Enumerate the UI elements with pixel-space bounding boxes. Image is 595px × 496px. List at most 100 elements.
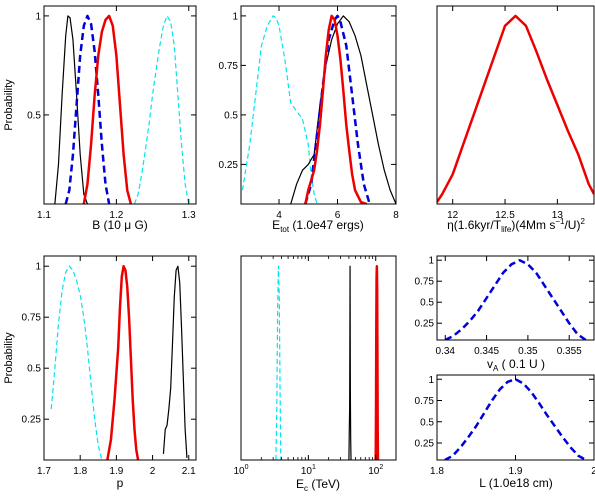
series-line-l-blue: [444, 378, 587, 460]
series-group-l: [444, 378, 587, 460]
x-tick-label-p: 1.9: [109, 466, 123, 477]
x-tick-label-etot: 6: [335, 210, 341, 221]
series-line-b-cyan: [133, 15, 190, 204]
y-tick-label-p: 0.75: [22, 313, 42, 324]
panel-va: vA ( 0.1 U ) 0.34 0.345 0.35 0.355 0.25 0.5 0.…: [415, 255, 595, 373]
y-tick-label-etot: 0.5: [224, 110, 238, 121]
panel-ec: Ec (TeV) 100 101 102: [233, 255, 397, 493]
series-line-ec-cyan: [275, 265, 282, 460]
xlabel-panel-p: p: [117, 476, 124, 490]
axes-frame-p: [43, 255, 197, 461]
series-group-etot: [241, 14, 396, 204]
ylabel-panel-b: Probability: [3, 79, 15, 131]
x-tick-label-ec: 100: [233, 464, 248, 477]
xlabel-eta-main: η(1.6kyr/T: [447, 218, 502, 232]
x-tick-label-p: 2: [150, 466, 156, 477]
xlabel-etot-main: E: [272, 218, 280, 232]
series-line-va-blue: [444, 258, 587, 340]
x-tick-label-etot: 4: [276, 210, 282, 221]
x-tick-label-etot: 8: [393, 210, 399, 221]
xlabel-eta-sup2: 2: [580, 217, 585, 226]
y-tick-label-l: 0.5: [420, 417, 434, 428]
x-tick-label-b: 1.3: [182, 210, 196, 221]
panel-l: L (1.0e18 cm) 1.8 1.9 2 0.25 0.5 0.75 1: [415, 374, 595, 490]
xlabel-panel-va: vA ( 0.1 U ): [487, 357, 545, 373]
xlabel-etot-sub: tot: [280, 225, 290, 234]
series-line-b-red: [82, 14, 133, 204]
axes-frame-eta: [436, 5, 595, 205]
panel-eta: η(1.6kyr/Tlife)(4Mm s−1/U)2 12 12.5 13: [436, 5, 595, 234]
x-tick-label-eta: 12.5: [495, 210, 515, 221]
xlabel-va-unit: ( 0.1 U ): [498, 357, 545, 371]
x-tick-label-va: 0.345: [474, 346, 499, 357]
y-tick-label-etot: 0.75: [219, 61, 239, 72]
axes-frame-l: [436, 374, 595, 461]
y-tick-label-b: 1: [35, 11, 41, 22]
xlabel-va-main: v: [487, 357, 493, 371]
y-tick-label-va: 0.25: [415, 319, 435, 330]
xlabel-ec-main: E: [296, 477, 304, 491]
x-tick-label-ec: 102: [368, 464, 383, 477]
x-tick-label-eta: 12: [447, 210, 459, 221]
y-tick-label-l: 0.75: [415, 396, 435, 407]
series-group-va: [444, 258, 587, 340]
series-line-etot-red: [304, 14, 368, 204]
y-tick-label-va: 1: [428, 256, 434, 267]
series-line-etot-blue: [304, 14, 371, 204]
x-tick-label-ec: 101: [301, 464, 316, 477]
panel-p: Probability p 1.7 1.8 1.9 2 2.1 0.25 0.5 0.75 1: [3, 255, 197, 490]
xlabel-ec-sub: c: [304, 484, 308, 493]
series-line-ec-red: [374, 264, 380, 460]
x-tick-label-eta: 13: [552, 210, 564, 221]
x-tick-label-l: 1.9: [509, 466, 523, 477]
xlabel-panel-etot: Etot (1.0e47 ergs): [272, 218, 364, 234]
series-group-eta: [437, 14, 594, 203]
x-tick-label-p: 2.1: [182, 466, 196, 477]
xlabel-panel-ec: Ec (TeV): [296, 477, 340, 493]
series-line-ec-black: [348, 265, 352, 460]
x-tick-label-l: 1.8: [430, 466, 444, 477]
series-line-p-cyan: [50, 265, 103, 460]
y-tick-label-va: 0.5: [420, 298, 434, 309]
xlabel-panel-l: L (1.0e18 cm): [479, 476, 553, 490]
axes-frame-b: [43, 5, 197, 205]
series-line-p-black: [162, 265, 188, 458]
y-tick-label-etot: 0.25: [219, 160, 239, 171]
series-line-p-red: [106, 264, 140, 460]
y-tick-label-p: 1: [35, 262, 41, 273]
x-tick-label-p: 1.8: [73, 466, 87, 477]
xlabel-etot-unit: (1.0e47 ergs): [289, 218, 364, 232]
series-group-b: [54, 14, 190, 204]
axes-frame-etot: [240, 5, 397, 205]
xlabel-panel-eta: η(1.6kyr/Tlife)(4Mm s−1/U)2: [447, 217, 585, 234]
x-tick-label-b: 1.1: [37, 210, 51, 221]
xlabel-eta-mid: )(4Mm s: [511, 218, 555, 232]
panel-b: Probability B (10 μ G) 1.1 1.2 1.3 0.5 1: [3, 5, 197, 232]
series-line-etot-black: [290, 15, 396, 204]
y-tick-label-l: 1: [428, 375, 434, 386]
y-tick-label-l: 0.25: [415, 439, 435, 450]
axes-frame-va: [436, 255, 595, 341]
x-tick-label-va: 0.34: [436, 346, 456, 357]
x-tick-label-b: 1.2: [109, 210, 123, 221]
panel-etot: Etot (1.0e47 ergs) 4 6 8 0.25 0.5 0.75 1: [219, 5, 399, 234]
x-tick-label-l: 2: [591, 466, 595, 477]
ylabel-panel-p: Probability: [3, 332, 15, 384]
y-tick-label-p: 0.25: [22, 415, 42, 426]
x-tick-label-va: 0.355: [557, 346, 582, 357]
y-tick-label-etot: 1: [232, 11, 238, 22]
series-line-b-black: [54, 15, 88, 204]
x-tick-label-va: 0.35: [518, 346, 538, 357]
axes-frame-ec: [240, 255, 397, 461]
y-tick-label-p: 0.5: [27, 364, 41, 375]
series-line-etot-cyan: [241, 15, 318, 204]
series-group-p: [50, 264, 188, 460]
xlabel-va-sub: A: [493, 364, 499, 373]
series-line-eta-red: [437, 14, 594, 203]
xlabel-ec-unit: (TeV): [308, 477, 340, 491]
y-tick-label-b: 0.5: [27, 110, 41, 121]
xlabel-panel-b: B (10 μ G): [92, 218, 148, 232]
x-tick-label-p: 1.7: [37, 466, 51, 477]
series-line-b-blue: [64, 14, 111, 204]
